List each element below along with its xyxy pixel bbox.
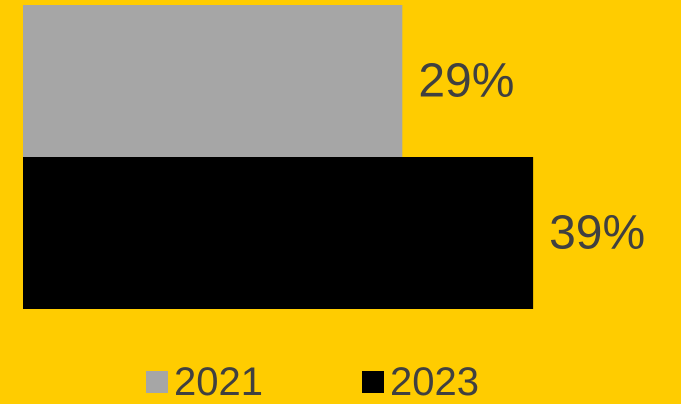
legend-label-2023: 2023: [390, 360, 479, 404]
legend-item-2023: 2023: [362, 362, 479, 402]
bar-2021: [23, 5, 403, 157]
legend-swatch-2023: [362, 371, 384, 393]
legend-label-2021: 2021: [174, 360, 263, 404]
legend-item-2021: 2021: [146, 362, 263, 402]
data-label-2021: 29%: [418, 55, 514, 108]
data-label-2023: 39%: [549, 207, 645, 260]
bar-2023: [23, 157, 534, 309]
legend-swatch-2021: [146, 371, 168, 393]
chart-legend: 2021 2023: [0, 362, 681, 402]
